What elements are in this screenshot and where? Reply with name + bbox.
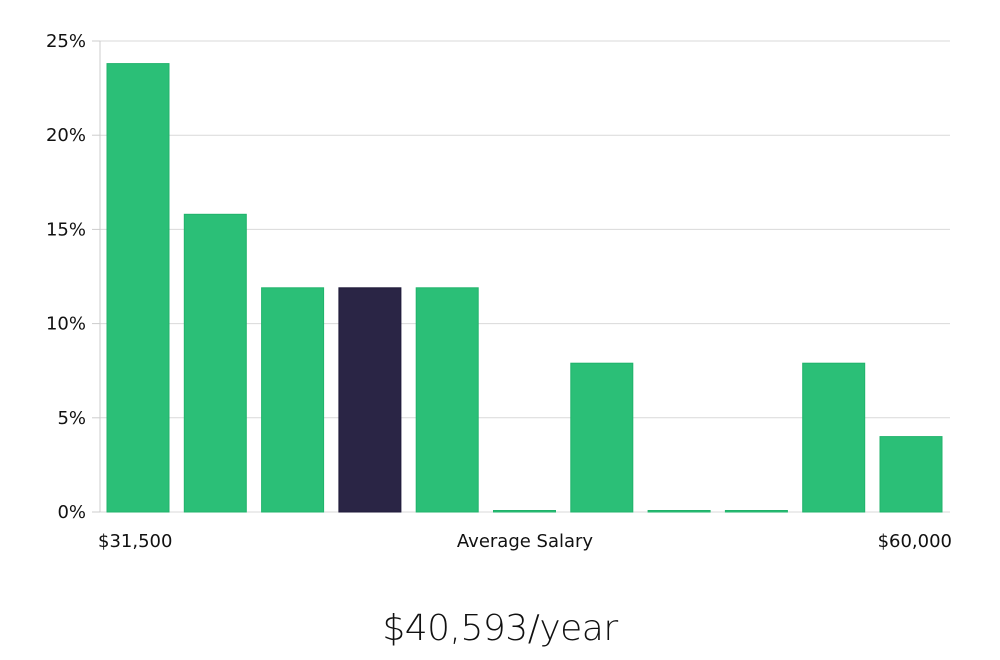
y-tick-label: 15%	[46, 219, 86, 240]
bar	[183, 213, 247, 513]
y-tick-label: 10%	[46, 314, 86, 335]
x-max-label: $60,000	[878, 531, 952, 552]
y-axis-ticks: 0% 5% 10% 15% 20% 25%	[46, 31, 100, 523]
x-axis-title: Average Salary	[457, 531, 594, 552]
x-min-label: $31,500	[98, 531, 172, 552]
bar	[724, 510, 788, 513]
bar	[570, 362, 634, 513]
bars	[106, 63, 943, 513]
bar	[106, 63, 170, 513]
bar	[493, 510, 556, 513]
bar	[647, 510, 711, 513]
y-tick-label: 0%	[57, 502, 86, 523]
average-salary-value: $40,593/year	[382, 608, 618, 649]
bar	[802, 362, 866, 513]
salary-histogram: 0%5%10%15%20%25% $31,500 Average Salary …	[46, 31, 952, 552]
bar	[879, 436, 943, 513]
bar-highlighted	[338, 287, 402, 513]
bar	[261, 287, 325, 513]
y-tick-label: 25%	[46, 31, 86, 52]
y-tick-label: 20%	[46, 125, 86, 146]
y-tick-label: 5%	[57, 408, 86, 429]
bar	[415, 287, 479, 513]
